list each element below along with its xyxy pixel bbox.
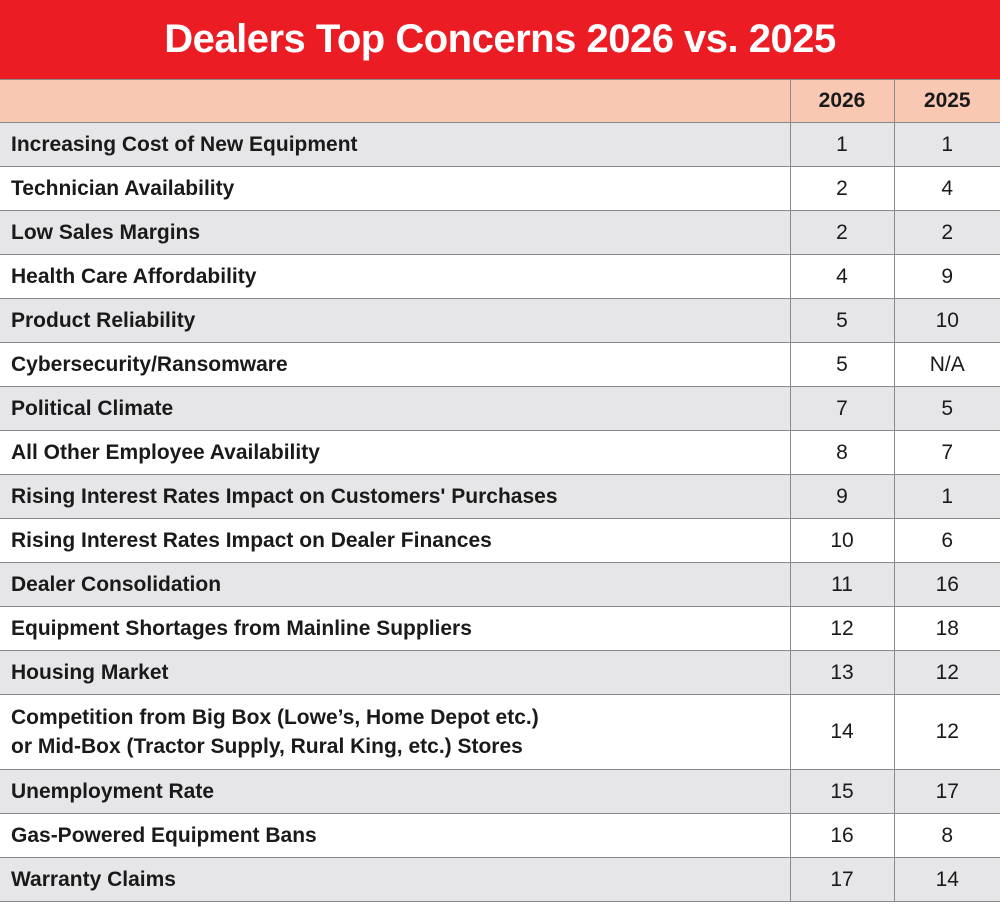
rank-2025: 8 <box>893 813 1000 858</box>
rank-2026: 1 <box>789 122 895 167</box>
concern-text-line: Cybersecurity/Ransomware <box>11 353 288 376</box>
concern-text-line: Rising Interest Rates Impact on Customer… <box>11 485 558 508</box>
concern-text-line: Health Care Affordability <box>11 265 257 288</box>
rank-2026: 5 <box>789 298 895 343</box>
concerns-table: 2026 2025 Increasing Cost of New Equipme… <box>0 79 1000 902</box>
chart-title: Dealers Top Concerns 2026 vs. 2025 <box>164 17 836 61</box>
concern-name: Technician Availability <box>0 166 791 211</box>
table-row: Increasing Cost of New Equipment 1 1 <box>0 122 1000 167</box>
concern-text-line: Housing Market <box>11 661 169 684</box>
concern-name: Dealer Consolidation <box>0 562 791 607</box>
rank-2026: 12 <box>789 606 895 651</box>
table-row: Cybersecurity/Ransomware 5 N/A <box>0 342 1000 387</box>
table-body: Increasing Cost of New Equipment 1 1 Techni… <box>0 122 1000 902</box>
table-row: Equipment Shortages from Mainline Suppli… <box>0 606 1000 651</box>
rank-2025: 7 <box>893 430 1000 475</box>
rank-2026: 10 <box>789 518 895 563</box>
rank-2025: N/A <box>893 342 1000 387</box>
concern-text-line: Competition from Big Box (Lowe’s, Home D… <box>11 706 539 729</box>
concern-text-line: All Other Employee Availability <box>11 441 320 464</box>
table-row: Unemployment Rate 15 17 <box>0 769 1000 814</box>
rank-2025: 12 <box>893 694 1000 770</box>
header-row: 2026 2025 <box>0 79 1000 123</box>
table-row: Rising Interest Rates Impact on Dealer F… <box>0 518 1000 563</box>
table-row: Technician Availability 2 4 <box>0 166 1000 211</box>
header-2026: 2026 <box>789 79 895 123</box>
concern-name: Increasing Cost of New Equipment <box>0 122 791 167</box>
table-row: Dealer Consolidation 11 16 <box>0 562 1000 607</box>
rank-2025: 10 <box>893 298 1000 343</box>
rank-2026: 17 <box>789 857 895 902</box>
table-row: Low Sales Margins 2 2 <box>0 210 1000 255</box>
concern-name: Competition from Big Box (Lowe’s, Home D… <box>0 694 791 770</box>
table-row: Warranty Claims 17 14 <box>0 857 1000 902</box>
rank-2025: 9 <box>893 254 1000 299</box>
concern-text-line: Equipment Shortages from Mainline Suppli… <box>11 617 472 640</box>
rank-2025: 2 <box>893 210 1000 255</box>
table-row: Rising Interest Rates Impact on Customer… <box>0 474 1000 519</box>
concern-text-line: Low Sales Margins <box>11 221 201 244</box>
concern-name: Health Care Affordability <box>0 254 791 299</box>
title-bar: Dealers Top Concerns 2026 vs. 2025 <box>0 0 1000 79</box>
rank-2026: 16 <box>789 813 895 858</box>
rank-2025: 6 <box>893 518 1000 563</box>
rank-2026: 8 <box>789 430 895 475</box>
header-2025: 2025 <box>893 79 1000 123</box>
rank-2026: 7 <box>789 386 895 431</box>
concern-text-line: or Mid-Box (Tractor Supply, Rural King, … <box>11 735 523 758</box>
concern-text-line: Technician Availability <box>11 177 235 200</box>
concern-name: Cybersecurity/Ransomware <box>0 342 791 387</box>
rank-2026: 4 <box>789 254 895 299</box>
concern-text-line: Product Reliability <box>11 309 196 332</box>
rank-2026: 2 <box>789 166 895 211</box>
concern-text-line: Rising Interest Rates Impact on Dealer F… <box>11 529 492 552</box>
concern-name: Equipment Shortages from Mainline Suppli… <box>0 606 791 651</box>
rank-2025: 5 <box>893 386 1000 431</box>
rank-2025: 16 <box>893 562 1000 607</box>
table-row: Product Reliability 5 10 <box>0 298 1000 343</box>
concern-name: All Other Employee Availability <box>0 430 791 475</box>
rank-2025: 18 <box>893 606 1000 651</box>
rank-2025: 14 <box>893 857 1000 902</box>
concern-text-line: Dealer Consolidation <box>11 573 222 596</box>
rank-2026: 13 <box>789 650 895 695</box>
rank-2026: 2 <box>789 210 895 255</box>
rank-2025: 1 <box>893 122 1000 167</box>
concern-text-line: Warranty Claims <box>11 868 176 891</box>
concern-text-line: Increasing Cost of New Equipment <box>11 133 358 156</box>
table-row: Political Climate 7 5 <box>0 386 1000 431</box>
rank-2026: 9 <box>789 474 895 519</box>
rank-2026: 15 <box>789 769 895 814</box>
table-row: Housing Market 13 12 <box>0 650 1000 695</box>
table-row: Gas-Powered Equipment Bans 16 8 <box>0 813 1000 858</box>
rank-2025: 4 <box>893 166 1000 211</box>
concern-name: Low Sales Margins <box>0 210 791 255</box>
rank-2025: 12 <box>893 650 1000 695</box>
table-row: All Other Employee Availability 8 7 <box>0 430 1000 475</box>
concern-text-line: Gas-Powered Equipment Bans <box>11 824 317 847</box>
table-row: Health Care Affordability 4 9 <box>0 254 1000 299</box>
concern-name: Unemployment Rate <box>0 769 791 814</box>
concern-name: Gas-Powered Equipment Bans <box>0 813 791 858</box>
table-row: Competition from Big Box (Lowe’s, Home D… <box>0 694 1000 770</box>
rank-2026: 11 <box>789 562 895 607</box>
concern-text-line: Political Climate <box>11 397 174 420</box>
concern-name: Political Climate <box>0 386 791 431</box>
rank-2026: 5 <box>789 342 895 387</box>
concern-text-line: Unemployment Rate <box>11 780 215 803</box>
concern-name: Rising Interest Rates Impact on Dealer F… <box>0 518 791 563</box>
concern-name: Housing Market <box>0 650 791 695</box>
concern-name: Product Reliability <box>0 298 791 343</box>
header-concern <box>0 79 791 123</box>
rank-2025: 17 <box>893 769 1000 814</box>
concern-name: Warranty Claims <box>0 857 791 902</box>
rank-2025: 1 <box>893 474 1000 519</box>
concern-name: Rising Interest Rates Impact on Customer… <box>0 474 791 519</box>
rank-2026: 14 <box>789 694 895 770</box>
